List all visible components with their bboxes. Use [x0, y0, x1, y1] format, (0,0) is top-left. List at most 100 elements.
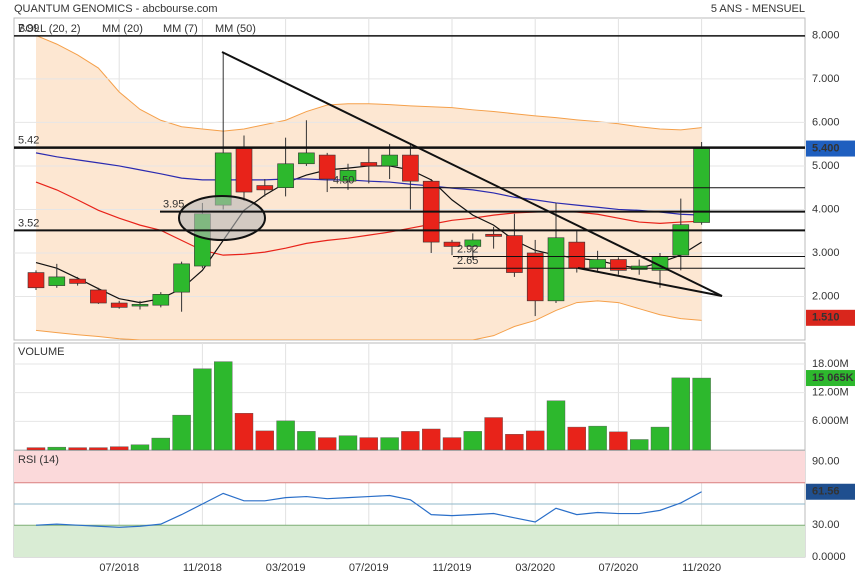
- volume-bar: [546, 400, 566, 451]
- rsi-last-box: [806, 483, 855, 500]
- legend-entry: MM (20): [102, 23, 143, 35]
- band-low-box: [806, 309, 855, 326]
- y-tick-label: 30.00: [812, 519, 840, 531]
- y-tick-label: 6.000M: [812, 415, 849, 427]
- volume-bar: [130, 444, 150, 451]
- level-label: 3.52: [18, 217, 39, 229]
- candle-body: [610, 259, 627, 271]
- legend-entry: MM (50): [215, 23, 256, 35]
- candle-body: [27, 272, 45, 289]
- candle-body: [235, 148, 253, 193]
- candle-body: [298, 152, 315, 165]
- candle-body: [402, 154, 419, 182]
- trendline: [221, 51, 723, 297]
- y-tick-label: 7.000: [812, 73, 840, 85]
- candle-body: [485, 233, 502, 237]
- level-label: 2.92: [457, 243, 478, 255]
- candle-body: [173, 263, 190, 293]
- candle-body: [69, 278, 86, 284]
- candle-body: [277, 163, 294, 189]
- x-tick-label: 07/2018: [99, 562, 139, 574]
- candle-body: [506, 235, 523, 273]
- chart-title: QUANTUM GENOMICS - abcbourse.com: [14, 3, 218, 15]
- panel-title: VOLUME: [18, 346, 64, 358]
- drawings: [178, 51, 723, 297]
- volume-last-label: 15 065K: [812, 372, 854, 384]
- y-tick-label: 18.00M: [812, 358, 849, 370]
- candle-body: [110, 302, 128, 308]
- y-tick-label: 0.0000: [812, 551, 846, 563]
- volume-last-box: [806, 370, 855, 387]
- volume-bar: [422, 428, 441, 451]
- level-label: 5.42: [18, 135, 39, 147]
- volume-bar: [609, 431, 628, 451]
- volume-bar: [276, 420, 295, 451]
- legend-entry: BOLL (20, 2): [18, 23, 81, 35]
- y-tick-label: 2.000: [812, 290, 840, 302]
- level-label: 2.65: [457, 255, 478, 267]
- volume-bar: [172, 414, 191, 451]
- y-tick-label: 6.000: [812, 116, 840, 128]
- y-tick-label: 4.000: [812, 203, 840, 215]
- candle-body: [131, 304, 149, 307]
- volume-bar: [401, 431, 420, 451]
- volume-bar: [526, 430, 545, 451]
- x-tick-label: 03/2019: [266, 562, 306, 574]
- volume-bar: [567, 426, 586, 451]
- volume-bar: [89, 447, 108, 451]
- volume-bar: [255, 430, 275, 451]
- y-tick-label: 8.000: [812, 29, 840, 41]
- volume-bar: [484, 417, 503, 451]
- volume-bar: [463, 431, 482, 451]
- chart-subtitle: 5 ANS - MENSUEL: [711, 3, 805, 15]
- volume-bar: [26, 447, 46, 451]
- x-tick-label: 03/2020: [515, 562, 555, 574]
- volume-bar: [213, 361, 233, 451]
- volume-bar: [234, 413, 254, 451]
- candle-body: [339, 169, 357, 182]
- bollinger-lower: [35, 300, 702, 340]
- candle-body: [589, 259, 606, 269]
- volume-bar: [193, 368, 212, 451]
- y-tick-label: 3.000: [812, 247, 840, 259]
- volume-bar: [47, 446, 66, 451]
- volume-bar: [338, 435, 358, 451]
- candle-body: [547, 237, 565, 302]
- overbought-zone: [14, 451, 805, 483]
- x-tick-label: 11/2019: [433, 562, 472, 574]
- trendline: [577, 267, 723, 297]
- volume-bar: [442, 437, 462, 451]
- last-price-label: 5.400: [812, 142, 840, 154]
- candle-body: [526, 252, 544, 302]
- bollinger-upper: [35, 34, 702, 132]
- level-label: 7.99: [18, 23, 39, 35]
- x-tick-label: 11/2020: [682, 562, 721, 574]
- volume-bar: [380, 437, 399, 451]
- y-tick-label: 5.000: [812, 160, 840, 172]
- volume-bar: [671, 377, 690, 451]
- volume-bar: [505, 434, 524, 451]
- volume-bar: [650, 426, 670, 451]
- candle-body: [360, 162, 378, 167]
- candle-body: [443, 241, 461, 247]
- y-tick-label: 12.00M: [812, 387, 849, 399]
- volume-bar: [297, 431, 316, 451]
- candle-body: [48, 276, 66, 286]
- volume-bar: [692, 377, 711, 451]
- volume-bar: [588, 425, 607, 451]
- moving-average: [35, 181, 702, 256]
- candle-body: [318, 154, 336, 180]
- candle-body: [90, 289, 107, 304]
- last-price-box: [806, 140, 855, 157]
- x-tick-label: 11/2018: [183, 562, 222, 574]
- candle-body: [152, 294, 170, 306]
- candle-body: [464, 239, 482, 247]
- volume-bar: [68, 447, 87, 451]
- legend-entry: MM (7): [163, 23, 198, 35]
- volume-bar: [151, 437, 171, 451]
- candle-body: [672, 224, 690, 256]
- volume-bar: [359, 437, 378, 451]
- volume-bar: [318, 437, 337, 451]
- panel-title: RSI (14): [18, 454, 59, 466]
